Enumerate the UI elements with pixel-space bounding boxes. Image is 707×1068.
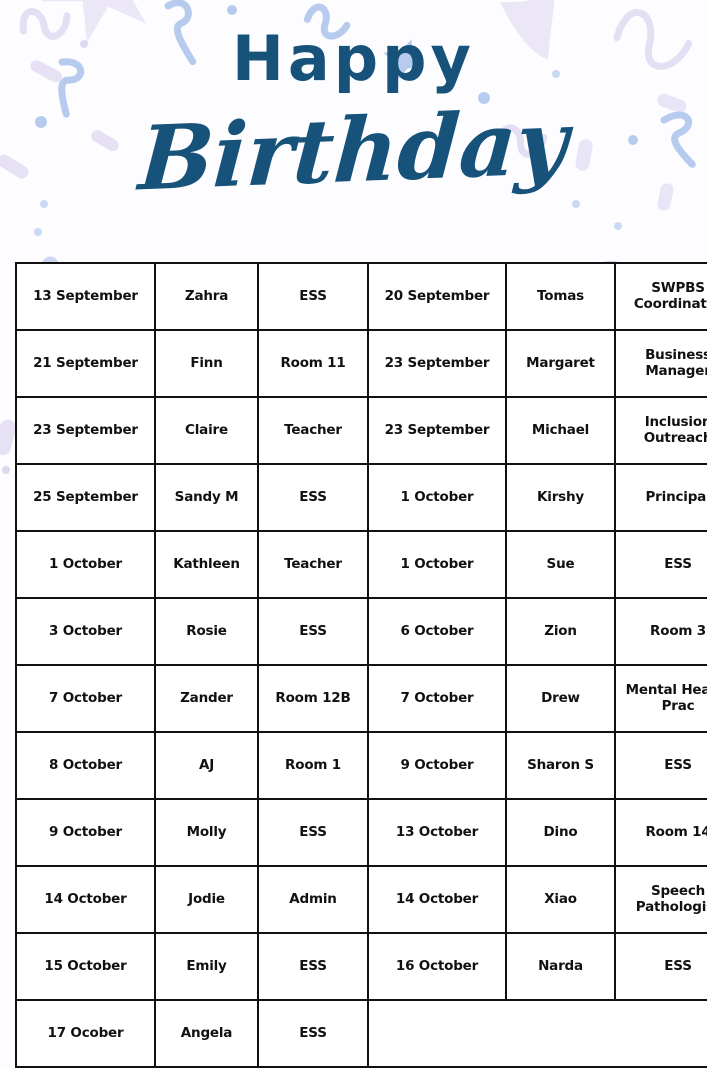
table-cell: ESS: [257, 932, 369, 1001]
dot-left-low-icon: [2, 466, 10, 474]
table-cell: 23 September: [367, 329, 507, 398]
table-cell: 23 September: [367, 396, 507, 465]
table-cell: 9 October: [15, 798, 156, 867]
table-cell: Narda: [505, 932, 616, 1001]
table-cell: Teacher: [257, 530, 369, 599]
table-cell: 16 October: [367, 932, 507, 1001]
birthday-table: 13 September Zahra ESS 20 September Tomas SWP…: [15, 262, 707, 1068]
table-cell: Principal: [614, 463, 707, 532]
table-row: 3 October Rosie ESS 6 October Zion Room 3: [15, 597, 707, 666]
table-cell: ESS: [257, 999, 369, 1068]
table-cell: 9 October: [367, 731, 507, 800]
table-row: 17 Ocober Angela ESS: [15, 999, 707, 1068]
table-cell: Angela: [154, 999, 259, 1068]
table-row: 1 October Kathleen Teacher 1 October Sue ESS: [15, 530, 707, 599]
table-cell: Claire: [154, 396, 259, 465]
table-cell: Admin: [257, 865, 369, 934]
table-row: 7 October Zander Room 12B 7 October Drew Ment…: [15, 664, 707, 733]
table-cell: Margaret: [505, 329, 616, 398]
table-row: 13 September Zahra ESS 20 September Tomas SWP…: [15, 262, 707, 331]
table-cell: 14 October: [367, 865, 507, 934]
table-cell: 6 October: [367, 597, 507, 666]
table-cell: Sharon S: [505, 731, 616, 800]
table-row: 21 September Finn Room 11 23 September Marga…: [15, 329, 707, 398]
table-cell: Zion: [505, 597, 616, 666]
table-cell: AJ: [154, 731, 259, 800]
table-cell: Mental Health Prac: [614, 664, 707, 733]
table-cell: Inclusion Outreach: [614, 396, 707, 465]
table-cell: Rosie: [154, 597, 259, 666]
table-cell: 21 September: [15, 329, 156, 398]
table-cell: Tomas: [505, 262, 616, 331]
table-cell: 7 October: [15, 664, 156, 733]
table-cell: Zahra: [154, 262, 259, 331]
birthday-table-body: 13 September Zahra ESS 20 September Tomas SWP…: [15, 262, 707, 1068]
table-cell: Xiao: [505, 865, 616, 934]
table-cell: 14 October: [15, 865, 156, 934]
table-cell: Finn: [154, 329, 259, 398]
table-cell: 8 October: [15, 731, 156, 800]
table-cell: Room 1: [257, 731, 369, 800]
table-cell: 15 October: [15, 932, 156, 1001]
table-cell: 23 September: [15, 396, 156, 465]
table-cell: Kirshy: [505, 463, 616, 532]
table-cell: Room 12B: [257, 664, 369, 733]
table-cell: Teacher: [257, 396, 369, 465]
table-cell: Sandy M: [154, 463, 259, 532]
table-cell: Sue: [505, 530, 616, 599]
table-cell: Room 11: [257, 329, 369, 398]
table-row: 23 September Claire Teacher 23 September Mic…: [15, 396, 707, 465]
table-cell: Jodie: [154, 865, 259, 934]
table-cell: Molly: [154, 798, 259, 867]
table-cell: ESS: [614, 530, 707, 599]
table-cell: ESS: [257, 463, 369, 532]
table-cell: 1 October: [367, 530, 507, 599]
table-cell: ESS: [257, 262, 369, 331]
table-cell: 1 October: [15, 530, 156, 599]
table-cell: Dino: [505, 798, 616, 867]
card-header: Happy Birthday: [0, 0, 707, 250]
page-title-happy: Happy: [232, 22, 475, 95]
table-row: 9 October Molly ESS 13 October Dino Room 14: [15, 798, 707, 867]
table-cell: ESS: [257, 597, 369, 666]
table-cell-empty: [367, 999, 707, 1068]
table-row: 14 October Jodie Admin 14 October Xiao Speech…: [15, 865, 707, 934]
birthday-table-container: 13 September Zahra ESS 20 September Tomas SWP…: [15, 262, 707, 1068]
table-cell: Emily: [154, 932, 259, 1001]
table-cell: SWPBS Coordinator: [614, 262, 707, 331]
table-cell: 13 October: [367, 798, 507, 867]
table-cell: 7 October: [367, 664, 507, 733]
table-cell: 25 September: [15, 463, 156, 532]
table-cell: Michael: [505, 396, 616, 465]
page-title-birthday: Birthday: [135, 89, 572, 211]
table-cell: ESS: [614, 932, 707, 1001]
table-cell: 20 September: [367, 262, 507, 331]
table-cell: Zander: [154, 664, 259, 733]
table-cell: Drew: [505, 664, 616, 733]
table-cell: Room 3: [614, 597, 707, 666]
table-cell: 1 October: [367, 463, 507, 532]
table-cell: 3 October: [15, 597, 156, 666]
table-cell: ESS: [614, 731, 707, 800]
table-cell: Room 14: [614, 798, 707, 867]
table-row: 25 September Sandy M ESS 1 October Kirshy Pri…: [15, 463, 707, 532]
table-cell: 17 Ocober: [15, 999, 156, 1068]
table-cell: Business Manager: [614, 329, 707, 398]
table-cell: Speech Pathologist: [614, 865, 707, 934]
table-cell: Kathleen: [154, 530, 259, 599]
table-row: 15 October Emily ESS 16 October Narda ESS: [15, 932, 707, 1001]
table-cell: 13 September: [15, 262, 156, 331]
table-cell: ESS: [257, 798, 369, 867]
